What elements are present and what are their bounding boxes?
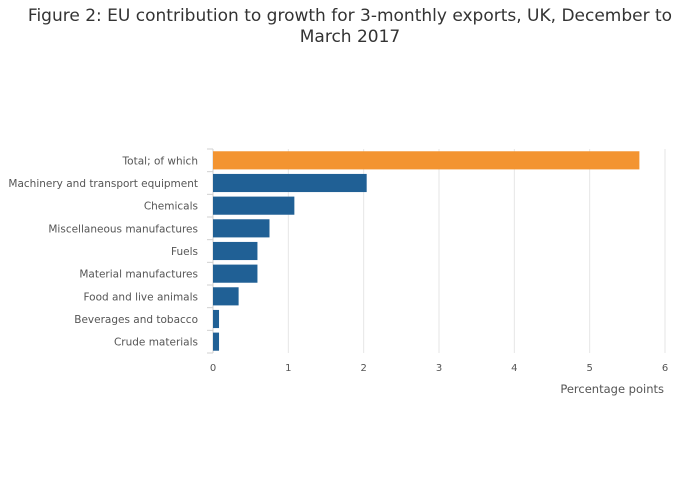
x-tick-label: 5 [586,363,592,374]
bar [213,287,239,306]
x-tick-labels: 0 1 2 3 4 5 6 [210,363,668,374]
category-label: Food and live animals [83,291,198,303]
bars [213,151,640,351]
chart-title: Figure 2: EU contribution to growth for … [27,6,673,47]
bar [213,309,220,329]
bar [213,332,220,351]
x-tick-label: 4 [511,363,517,374]
bar [213,264,258,283]
bar [213,219,270,238]
category-label: Fuels [171,246,198,258]
category-label: Material manufactures [79,269,198,281]
x-tick-label: 1 [285,363,291,374]
x-tick-label: 3 [436,363,442,374]
category-label: Beverages and tobacco [74,314,198,326]
x-tick-label: 2 [360,363,366,374]
category-label: Crude materials [114,337,198,349]
category-labels: Total; of which Machinery and transport e… [8,155,198,348]
bar [213,151,640,170]
category-label: Machinery and transport equipment [8,178,198,190]
x-tick-label: 0 [210,363,216,374]
x-axis-title: Percentage points [560,382,664,396]
bar [213,241,258,261]
category-label: Miscellaneous manufactures [48,223,198,235]
bar [213,173,367,193]
category-label: Chemicals [144,201,198,213]
bar [213,196,295,215]
x-tick-label: 6 [662,363,668,374]
category-label: Total; of which [122,155,198,167]
